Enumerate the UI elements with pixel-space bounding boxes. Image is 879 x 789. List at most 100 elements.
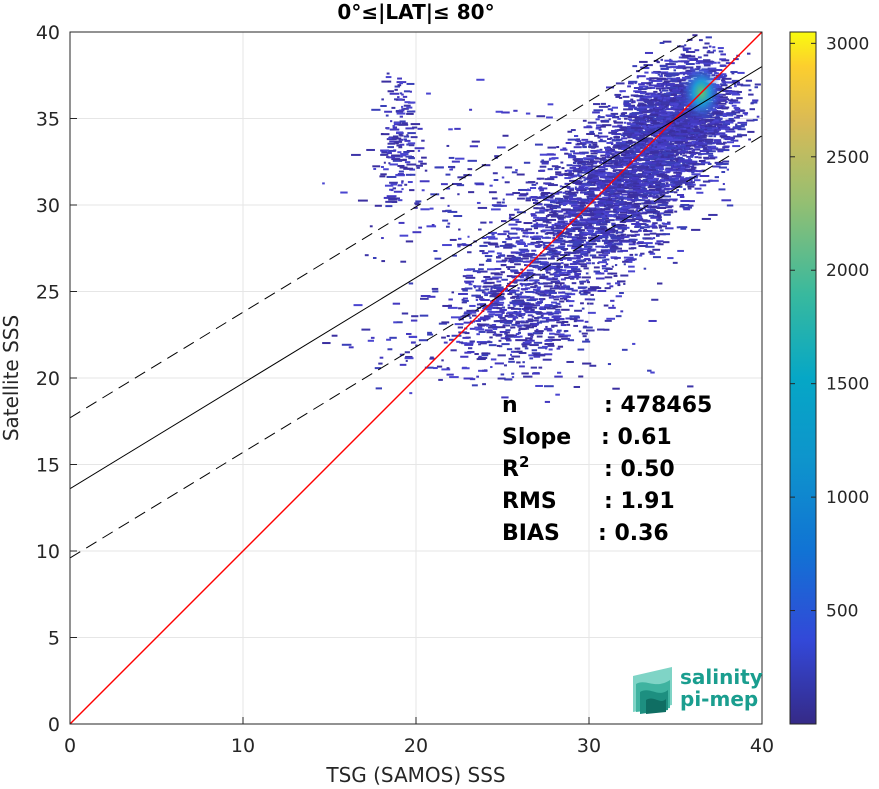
density-cell — [588, 230, 595, 233]
density-cell — [633, 197, 639, 200]
density-cell — [633, 180, 643, 183]
density-cell — [531, 315, 535, 318]
density-cell — [660, 67, 669, 70]
density-cell — [733, 83, 737, 86]
density-cell — [561, 262, 564, 265]
density-cell — [698, 143, 705, 146]
density-cell — [537, 316, 543, 319]
density-cell — [401, 180, 404, 183]
density-cell — [685, 63, 695, 66]
density-cell — [532, 202, 541, 205]
density-cell — [648, 84, 659, 87]
density-cell — [614, 282, 621, 285]
density-cell — [477, 323, 487, 326]
density-cell — [718, 166, 727, 169]
density-cell — [530, 319, 539, 322]
density-cell — [673, 85, 682, 88]
density-cell — [585, 241, 590, 244]
density-cell — [628, 265, 635, 268]
density-cell — [512, 303, 518, 306]
density-cell — [669, 198, 678, 201]
density-cell — [532, 291, 538, 294]
density-cell — [732, 139, 739, 142]
density-cell — [716, 142, 726, 145]
density-cell — [656, 240, 664, 243]
density-cell — [507, 304, 511, 307]
density-cell — [720, 83, 727, 86]
density-cell — [676, 146, 682, 149]
density-cell — [536, 196, 542, 199]
density-cell — [661, 195, 672, 198]
density-cell — [597, 168, 606, 171]
density-cell — [646, 82, 652, 85]
density-cell — [546, 221, 552, 224]
density-cell — [567, 228, 576, 231]
density-cell — [614, 257, 618, 260]
density-cell — [656, 131, 662, 134]
density-cell — [511, 256, 516, 259]
density-cell — [463, 268, 472, 271]
density-cell — [568, 198, 575, 201]
density-cell — [520, 268, 524, 271]
density-cell — [558, 291, 566, 294]
density-cell — [652, 121, 660, 124]
density-cell — [464, 332, 470, 335]
density-cell — [490, 300, 500, 303]
density-cell — [737, 71, 745, 74]
density-cell — [638, 194, 647, 197]
density-cell — [731, 110, 735, 113]
density-cell — [673, 106, 678, 109]
density-cell — [691, 122, 701, 125]
density-cell — [604, 319, 612, 322]
density-cell — [714, 123, 723, 126]
density-cell — [685, 177, 694, 180]
density-cell — [685, 50, 696, 53]
density-cell — [679, 116, 686, 119]
density-cell — [547, 168, 553, 171]
density-cell — [563, 235, 568, 238]
density-cell — [627, 196, 633, 199]
density-cell — [641, 149, 651, 152]
density-cell — [601, 217, 606, 220]
density-cell — [617, 213, 627, 216]
density-cell — [637, 241, 644, 244]
density-cell — [721, 80, 726, 83]
density-cell — [559, 240, 569, 243]
density-cell — [482, 279, 487, 282]
density-cell — [719, 58, 727, 61]
density-cell — [715, 69, 723, 72]
density-cell — [665, 164, 673, 167]
density-cell — [592, 111, 600, 114]
density-cell — [546, 276, 549, 279]
density-cell — [721, 112, 730, 115]
density-cell — [620, 126, 628, 129]
density-cell — [582, 144, 585, 147]
density-cell — [582, 119, 587, 122]
density-cell — [731, 79, 740, 82]
density-cell — [589, 302, 594, 305]
density-cell — [628, 270, 636, 273]
density-cell — [724, 89, 729, 92]
density-cell — [598, 128, 602, 131]
density-cell — [507, 306, 515, 309]
density-cell — [641, 82, 651, 85]
density-cell — [687, 143, 695, 146]
density-cell — [664, 168, 670, 171]
density-cell — [520, 288, 528, 291]
density-cell — [709, 122, 719, 125]
density-cell — [519, 239, 524, 242]
density-cell — [628, 80, 638, 83]
density-cell — [643, 169, 651, 172]
density-cell — [486, 236, 496, 239]
density-cell — [566, 323, 571, 326]
density-cell — [667, 96, 673, 99]
density-cell — [577, 170, 583, 173]
density-cell — [667, 221, 671, 224]
density-cell — [448, 338, 454, 341]
density-cell — [575, 241, 584, 244]
density-cell — [530, 214, 537, 217]
density-cell — [628, 238, 638, 241]
density-cell — [505, 334, 514, 337]
density-cell — [613, 165, 624, 168]
density-cell — [633, 211, 641, 214]
